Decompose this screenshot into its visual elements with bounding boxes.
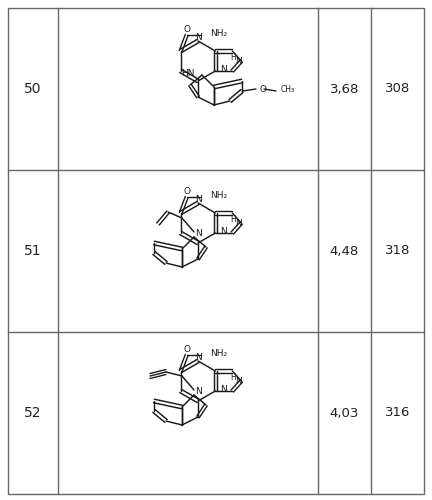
Text: 52: 52 [24,406,42,420]
Text: H: H [230,54,236,62]
Text: NH₂: NH₂ [210,192,227,200]
Text: 316: 316 [385,406,410,420]
Text: O: O [183,344,190,354]
Text: 3,68: 3,68 [330,82,359,96]
Text: N: N [195,228,201,237]
Text: 50: 50 [24,82,42,96]
Text: N: N [235,58,241,66]
Text: N: N [235,378,241,386]
Text: 51: 51 [24,244,42,258]
Text: CH₃: CH₃ [281,84,295,94]
Text: H: H [230,374,236,382]
Text: N: N [235,220,241,228]
Text: NH₂: NH₂ [210,30,227,38]
Text: HN: HN [181,68,195,78]
Text: 4,03: 4,03 [330,406,359,420]
Text: N: N [220,228,227,236]
Text: H: H [230,216,236,224]
Text: O: O [259,84,266,94]
Text: 318: 318 [385,244,410,258]
Text: O: O [183,186,190,196]
Text: 308: 308 [385,82,410,96]
Text: NH₂: NH₂ [210,350,227,358]
Text: N: N [195,32,201,42]
Text: N: N [195,352,201,362]
Text: N: N [220,66,227,74]
Text: 4,48: 4,48 [330,244,359,258]
Text: N: N [220,386,227,394]
Text: N: N [195,386,201,396]
Text: O: O [183,24,190,34]
Text: N: N [195,194,201,203]
